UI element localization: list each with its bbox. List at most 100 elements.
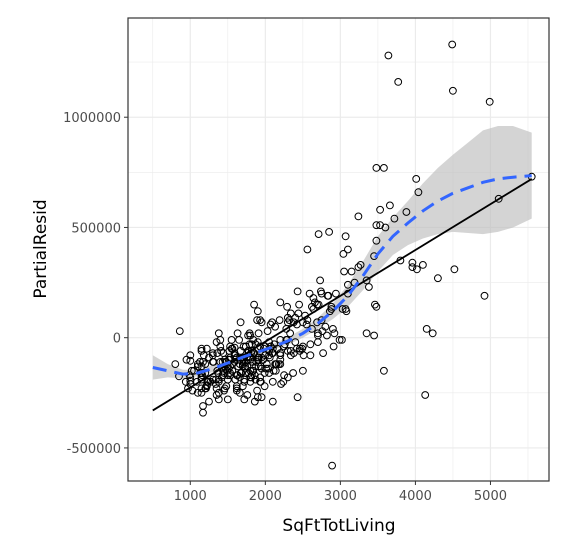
data-point [372,221,381,230]
data-point [257,393,266,402]
data-point [380,366,388,375]
data-point [252,358,261,366]
data-point [480,291,489,300]
data-point [190,366,198,375]
data-point [253,316,262,325]
data-point [365,283,373,291]
y-tick-label: -500000 [67,442,121,457]
data-point [213,349,222,358]
data-point [171,360,180,369]
data-point [271,360,280,369]
data-point [318,327,327,336]
data-point [208,349,217,358]
data-point [193,362,202,371]
data-point [291,338,300,347]
data-point [372,164,381,172]
data-point [450,265,459,274]
data-point [257,353,266,362]
data-point [293,287,302,296]
data-point [344,245,352,254]
data-point [223,395,232,404]
data-point [356,261,365,269]
data-point [421,391,430,399]
data-point [240,377,249,386]
data-point [197,384,206,393]
data-point [354,263,363,272]
data-point [262,364,271,373]
data-point [254,353,263,362]
data-point [386,201,394,210]
data-point [408,258,417,267]
x-tick-label: 1000 [174,489,207,504]
data-point [197,388,206,397]
data-point [197,347,206,355]
data-point [338,336,346,344]
data-point [414,188,423,197]
data-point [205,397,213,406]
x-axis-title: SqFtTotLiving [282,516,395,536]
data-point [302,320,311,329]
data-point [326,307,334,316]
data-point [232,382,241,391]
data-point [175,327,184,336]
data-point [265,351,274,360]
data-point [283,313,292,322]
data-point [317,316,326,325]
x-tick-label: 5000 [474,489,507,504]
data-point [256,316,265,325]
data-point [330,329,339,338]
data-point [335,336,344,344]
data-point [296,347,304,355]
data-point [295,300,304,309]
data-point [212,338,221,347]
data-point [372,236,381,245]
data-point [329,342,338,351]
data-point [254,329,263,338]
data-point [236,318,245,327]
data-point [260,382,269,391]
data-point [327,302,336,311]
data-point [408,263,417,272]
data-point [241,358,250,366]
x-tick-label: 3000 [324,489,357,504]
data-point [273,344,282,353]
data-point [277,380,286,388]
data-point [227,344,236,353]
data-point [286,351,295,360]
data-point [485,97,494,106]
data-point [332,289,340,298]
data-point [218,371,227,380]
x-tick-label: 2000 [249,489,282,504]
data-point [226,369,235,377]
data-point [314,300,323,309]
data-point [380,164,388,172]
data-point [306,351,315,360]
data-point [329,325,337,333]
data-point [237,369,246,377]
data-point [247,340,256,349]
data-point [314,230,323,239]
data-point [232,384,241,393]
data-points [171,40,536,470]
data-point [214,388,223,397]
data-point [370,331,379,340]
data-point [186,373,195,382]
data-point [316,276,325,285]
confidence-ribbon [152,126,532,380]
data-point [347,267,356,276]
data-point [293,393,302,402]
data-point [372,302,381,311]
data-point [344,280,352,289]
data-point [243,391,252,399]
smooth-trend-line [152,174,532,376]
data-point [233,329,242,338]
data-point [256,377,265,386]
data-point [376,221,385,230]
data-point [219,349,228,358]
data-point [354,212,363,221]
data-point [256,362,265,371]
data-point [319,349,328,358]
y-tick-label: 1000000 [63,111,121,126]
data-point [276,355,285,364]
